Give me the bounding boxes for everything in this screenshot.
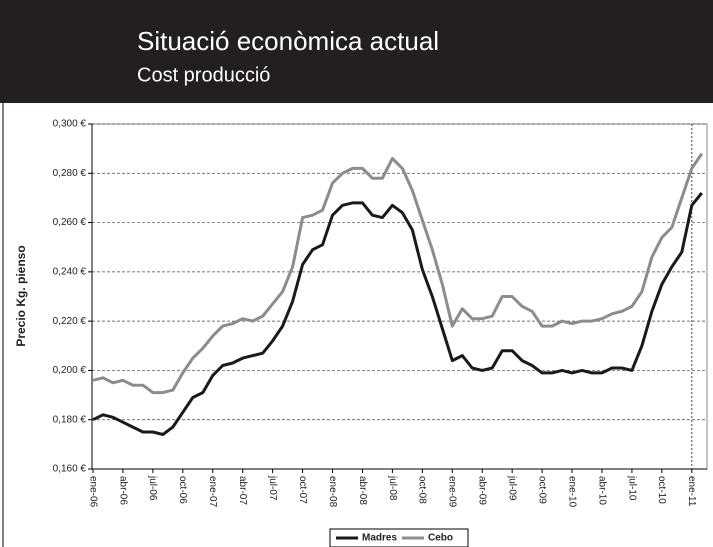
x-tick-label: oct-09 xyxy=(536,476,547,504)
x-tick-label: oct-08 xyxy=(417,476,428,504)
y-tick-label: 0,200 € xyxy=(53,365,87,376)
plot-area xyxy=(91,123,708,470)
legend-box xyxy=(329,528,469,547)
x-tick-label: ene-10 xyxy=(566,476,577,508)
x-tick-label: jul-09 xyxy=(507,475,518,501)
legend-label: Madres xyxy=(362,533,397,544)
series-line xyxy=(92,152,704,395)
x-tick-label: oct-07 xyxy=(297,476,308,504)
x-tick-label: ene-08 xyxy=(327,476,338,508)
y-tick-label: 0,300 € xyxy=(53,119,87,130)
x-tick-label: jul-08 xyxy=(387,475,398,501)
y-tick-label: 0,240 € xyxy=(53,266,87,277)
x-tick-label: abr-09 xyxy=(477,476,488,505)
x-tick-label: abr-10 xyxy=(596,476,607,505)
x-tick-label: ene-06 xyxy=(87,476,98,508)
x-tick-label: ene-09 xyxy=(447,476,458,508)
y-tick-label: 0,160 € xyxy=(53,464,87,475)
x-tick-label: abr-07 xyxy=(237,476,248,505)
header-title: Situació econòmica actual xyxy=(137,26,439,56)
x-tick-label: jul-10 xyxy=(626,475,637,501)
x-tick-label: ene-11 xyxy=(686,476,697,507)
x-tick-label: ene-07 xyxy=(207,476,218,508)
y-tick-label: 0,220 € xyxy=(53,316,87,327)
x-tick-label: jul-06 xyxy=(147,475,158,501)
y-axis-label: Precio Kg. pienso xyxy=(14,245,28,346)
x-tick-label: abr-06 xyxy=(117,476,128,505)
legend-label: Cebo xyxy=(428,533,453,544)
y-tick-label: 0,260 € xyxy=(53,217,87,228)
y-tick-label: 0,280 € xyxy=(53,168,87,179)
header-band xyxy=(0,0,713,103)
x-tick-label: oct-06 xyxy=(177,476,188,504)
x-tick-label: abr-08 xyxy=(357,476,368,505)
x-tick-label: oct-10 xyxy=(656,476,667,504)
y-tick-label: 0,180 € xyxy=(53,414,87,425)
x-tick-label: jul-07 xyxy=(267,475,278,501)
header-subtitle: Cost producció xyxy=(137,64,270,86)
series-line xyxy=(92,192,703,436)
